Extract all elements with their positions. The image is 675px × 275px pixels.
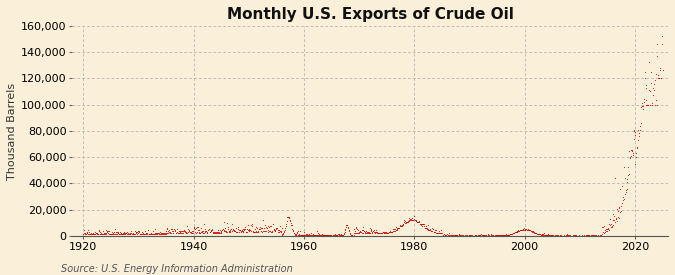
Text: Source: U.S. Energy Information Administration: Source: U.S. Energy Information Administ… xyxy=(61,264,292,274)
Y-axis label: Thousand Barrels: Thousand Barrels xyxy=(7,82,17,180)
Title: Monthly U.S. Exports of Crude Oil: Monthly U.S. Exports of Crude Oil xyxy=(227,7,514,22)
